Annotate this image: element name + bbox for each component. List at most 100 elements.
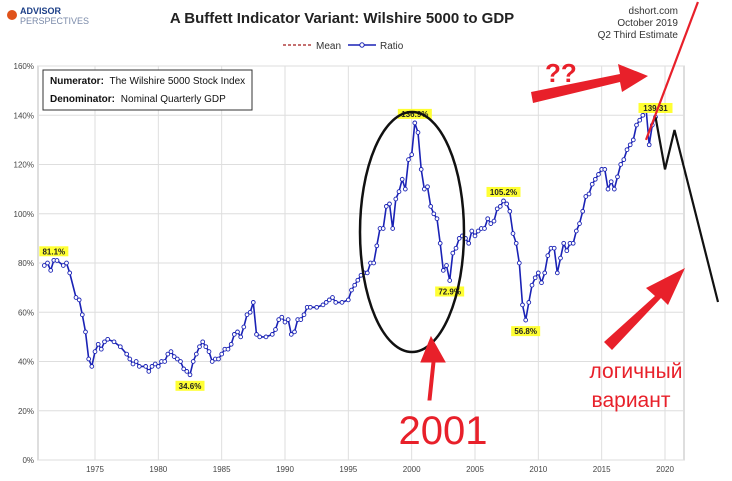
ratio-point: [615, 174, 620, 180]
ratio-point: [573, 228, 579, 234]
overlay-annotations: [644, 1, 720, 303]
ratio-point: [516, 260, 522, 266]
ratio-point: [412, 120, 418, 126]
y-tick-label: 140%: [14, 111, 34, 120]
y-tick-label: 160%: [14, 62, 34, 71]
ratio-point: [314, 304, 320, 310]
ratio-point: [254, 332, 259, 337]
ratio-point: [371, 260, 377, 266]
ratio-point: [339, 300, 345, 305]
ratio-point: [54, 258, 60, 263]
ratio-point: [111, 339, 117, 345]
ratio-point: [133, 359, 139, 364]
year-label-2001: 2001: [399, 409, 488, 453]
y-tick-label: 120%: [14, 161, 34, 170]
ratio-point: [529, 282, 535, 288]
ratio-point: [570, 240, 576, 246]
ratio-point: [162, 359, 168, 364]
ratio-point: [558, 255, 563, 261]
ratio-point: [206, 349, 212, 354]
chart-legend: Mean Ratio: [283, 41, 404, 52]
ratio-point: [326, 297, 332, 303]
ratio-point: [504, 201, 510, 207]
ratio-point: [554, 270, 560, 276]
ratio-point: [380, 226, 386, 231]
source-line2: October 2019: [617, 18, 678, 29]
arrow-to-trend: [531, 64, 648, 103]
ratio-point: [178, 359, 183, 364]
ratio-point: [79, 312, 85, 318]
ratio-point: [472, 233, 478, 239]
logo-line2: PERSPECTIVES: [20, 16, 89, 26]
ratio-point: [634, 122, 639, 128]
data-label-highlight: [638, 102, 673, 113]
ratio-point: [646, 142, 652, 148]
ratio-point: [475, 228, 481, 234]
red-trend-line: [644, 1, 699, 141]
ratio-point: [41, 263, 47, 268]
ratio-point: [98, 346, 104, 352]
ratio-point: [219, 351, 225, 357]
x-tick-label: 1975: [86, 465, 104, 474]
ratio-point: [428, 204, 434, 209]
numerator-value: The Wilshire 5000 Stock Index: [110, 76, 246, 87]
ratio-point: [349, 287, 354, 293]
ratio-point: [225, 346, 231, 352]
data-label: 56.8%: [514, 327, 537, 336]
ratio-point: [402, 186, 408, 192]
data-label-highlight: [39, 246, 69, 257]
ratio-point: [247, 309, 253, 315]
x-tick-label: 2020: [656, 465, 674, 474]
ratio-point: [608, 179, 614, 185]
data-label: 81.1%: [42, 247, 65, 256]
ratio-point: [64, 260, 69, 266]
x-tick-label: 1990: [276, 465, 294, 474]
x-tick-label: 1985: [213, 465, 231, 474]
ratio-point: [257, 334, 263, 340]
grid-lines: [38, 65, 684, 461]
ratio-point: [497, 204, 503, 209]
ratio-point: [624, 147, 630, 153]
ratio-point: [586, 191, 592, 197]
x-tick-label: 2010: [529, 465, 547, 474]
ratio-point: [364, 270, 370, 276]
ratio-point: [482, 226, 487, 231]
ratio-point: [444, 263, 449, 268]
y-tick-label: 60%: [18, 308, 34, 317]
ratio-point: [611, 186, 617, 192]
x-tick-label: 2015: [593, 465, 611, 474]
ratio-point: [168, 349, 174, 354]
ratio-point: [171, 354, 177, 359]
ratio-point: [425, 184, 430, 190]
ratio-point: [320, 302, 326, 308]
ratio-point: [130, 361, 136, 367]
ratio-point: [602, 167, 608, 172]
logo-line1: ADVISOR: [20, 6, 62, 16]
ratio-point: [488, 221, 494, 226]
ratio-point: [48, 268, 54, 273]
arrow-to-forecast: [604, 268, 685, 350]
ratio-point: [580, 208, 586, 214]
ratio-point: [637, 117, 643, 123]
ratio-point: [431, 211, 437, 217]
ratio-point: [589, 181, 595, 187]
arrow-up-icon: [420, 335, 446, 401]
ratio-point: [231, 332, 237, 337]
ratio-point: [269, 332, 275, 337]
ratio-point: [520, 302, 525, 308]
ratio-point: [453, 245, 459, 251]
x-tick-label: 1980: [149, 465, 167, 474]
ratio-point: [501, 198, 506, 204]
ratio-point: [535, 270, 541, 276]
ratio-point: [491, 218, 497, 224]
ratio-point: [152, 361, 158, 367]
data-label-highlight: [486, 186, 521, 197]
legend-ratio-label: Ratio: [380, 41, 404, 52]
data-label: 34.6%: [179, 382, 202, 391]
arrow-right-icon: [531, 64, 648, 103]
ratio-point: [235, 329, 240, 335]
y-tick-label: 0%: [22, 456, 34, 465]
ratio-point: [285, 317, 291, 322]
ratio-point: [437, 240, 443, 246]
